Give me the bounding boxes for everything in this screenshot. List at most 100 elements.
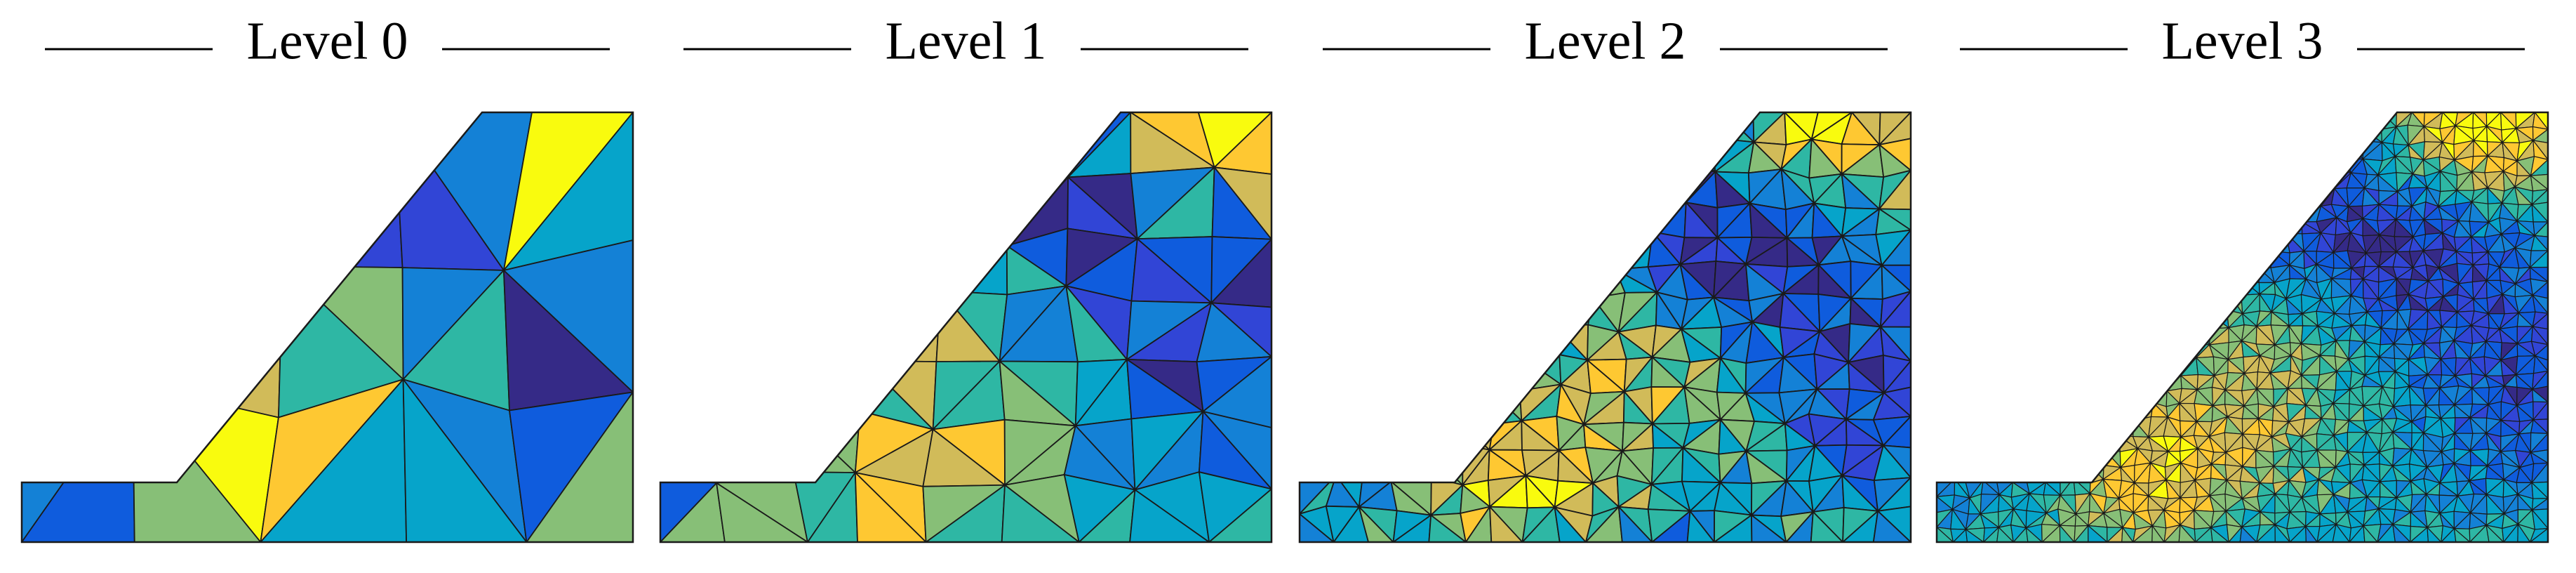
mesh-element	[935, 162, 1008, 248]
mesh-element	[2086, 293, 2107, 315]
mesh-element	[2121, 267, 2137, 282]
mesh-element	[2197, 189, 2213, 206]
mesh-element	[1522, 112, 1554, 149]
mesh-element	[2058, 190, 2077, 206]
mesh-element	[2042, 280, 2060, 301]
mesh-element	[131, 238, 284, 386]
mesh-element	[2029, 112, 2047, 130]
mesh-element	[2104, 417, 2120, 437]
mesh-element	[922, 112, 1006, 165]
mesh-element	[660, 286, 740, 355]
mesh-element	[1300, 197, 1329, 241]
mesh-element	[2104, 279, 2123, 298]
mesh-element	[1965, 386, 1987, 407]
mesh-element	[1424, 329, 1463, 358]
mesh-element	[1981, 386, 1997, 405]
mesh-element	[1937, 312, 1954, 331]
mesh-element	[2213, 217, 2227, 235]
mesh-element	[2013, 188, 2028, 207]
mesh-element	[2071, 447, 2090, 465]
mesh-element	[2256, 187, 2272, 204]
mesh-element	[2316, 126, 2336, 142]
mesh-element	[2041, 235, 2060, 251]
mesh-element	[1300, 169, 1331, 202]
mesh-element	[1980, 463, 2001, 482]
mesh-element	[1428, 513, 1468, 542]
mesh-element	[1389, 112, 1429, 140]
mesh-element	[2133, 140, 2154, 159]
mesh-element	[1980, 175, 2001, 190]
mesh-element	[2270, 203, 2292, 223]
mesh-element	[1327, 169, 1368, 205]
mesh-element	[1996, 140, 2013, 163]
mesh-element	[1554, 239, 1588, 268]
mesh-element	[1966, 218, 1985, 236]
mesh-element	[2055, 324, 2077, 344]
mesh-element	[1457, 324, 1491, 358]
mesh-element	[2227, 155, 2245, 176]
mesh-element	[2076, 126, 2090, 145]
mesh-element	[2165, 310, 2184, 327]
mesh-element	[1951, 447, 1968, 468]
mesh-element	[2073, 324, 2093, 344]
mesh-element	[2333, 112, 2350, 129]
mesh-element	[2147, 249, 2167, 265]
mesh	[1300, 112, 1911, 542]
mesh-element	[2089, 263, 2107, 284]
mesh-element	[2105, 189, 2121, 206]
mesh-element	[1951, 265, 1971, 282]
mesh-element	[2121, 526, 2135, 542]
mesh-element	[2071, 267, 2091, 284]
mesh-element	[2132, 233, 2151, 251]
mesh-element	[2060, 171, 2075, 192]
mesh-element	[2043, 204, 2060, 223]
panel-title: Level 1	[885, 11, 1046, 70]
mesh-element	[2026, 170, 2043, 192]
mesh-element	[1951, 235, 1970, 253]
mesh-element	[2198, 262, 2213, 284]
mesh-element	[2025, 267, 2045, 284]
mesh-element	[2055, 340, 2074, 361]
mesh-element	[1550, 112, 1589, 149]
mesh-element	[2074, 386, 2090, 406]
mesh-element	[794, 112, 874, 177]
mesh-element	[2242, 155, 2261, 178]
mesh-element	[2057, 373, 2078, 388]
mesh-element	[1392, 296, 1429, 333]
mesh-element	[1937, 371, 1953, 391]
mesh-element	[2026, 158, 2043, 173]
mesh-element	[2057, 126, 2078, 144]
mesh-element	[2133, 202, 2151, 221]
mesh-element	[2149, 357, 2168, 372]
mesh-element	[2026, 189, 2045, 206]
mesh-element	[2228, 172, 2245, 191]
mesh-element	[2317, 155, 2337, 176]
mesh-element	[2134, 324, 2154, 343]
mesh-element	[2026, 435, 2046, 454]
mesh-element	[1461, 323, 1491, 364]
mesh-element	[2074, 400, 2091, 419]
mesh-element	[1491, 358, 1528, 395]
mesh-element	[1998, 220, 2015, 235]
mesh-element	[1751, 513, 1788, 542]
mesh-element	[2026, 128, 2043, 145]
mesh-element	[1937, 217, 1954, 237]
mesh-element	[1951, 251, 1970, 268]
mesh-element	[2148, 218, 2167, 235]
mesh-element	[2133, 140, 2154, 159]
mesh-element	[1937, 235, 1953, 249]
mesh-element	[1550, 112, 1587, 150]
mesh-element	[2057, 247, 2074, 270]
mesh-element	[1333, 296, 1363, 325]
mesh-element	[2010, 450, 2029, 466]
mesh-element	[2272, 126, 2289, 146]
mesh-element	[2073, 462, 2089, 480]
mesh-element	[2147, 312, 2169, 327]
mesh-element	[2228, 144, 2244, 158]
mesh-element	[2179, 263, 2199, 280]
mesh-element	[2011, 140, 2028, 161]
mesh-element	[1300, 512, 1336, 542]
mesh-element	[1422, 269, 1457, 298]
mesh-element	[1982, 326, 1999, 343]
mesh-element	[2011, 386, 2027, 406]
